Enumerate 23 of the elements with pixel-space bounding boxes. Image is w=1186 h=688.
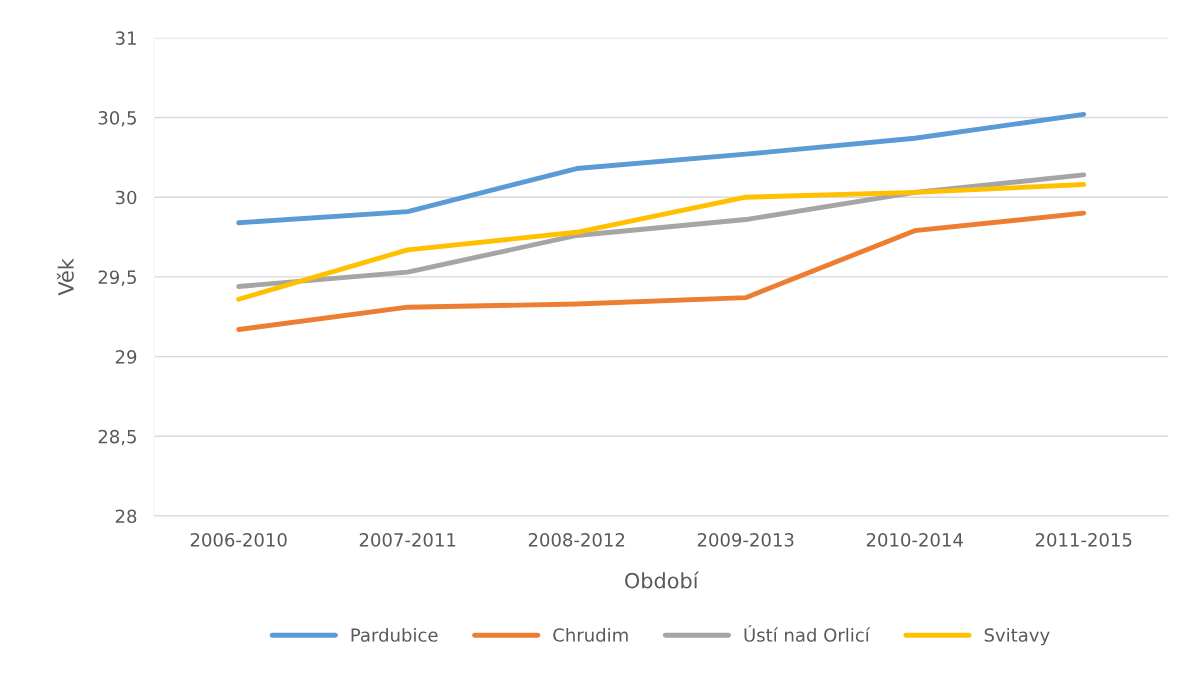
y-axis-title: Věk (56, 258, 74, 296)
line-series (236, 210, 1087, 332)
x-tick-label: 2006-2010 (190, 532, 287, 547)
y-tick-label: 29 (115, 350, 137, 364)
legend-label: Pardubice (351, 627, 438, 642)
y-tick-label: 28 (115, 509, 137, 524)
x-axis-title: Období (625, 571, 700, 589)
x-tick-label: 2010-2014 (866, 532, 963, 547)
y-tick-label: 31 (115, 31, 136, 45)
y-tick-label: 28,5 (98, 429, 136, 446)
legend-label: Svitavy (984, 627, 1050, 646)
y-tick-label: 30,5 (98, 110, 136, 127)
line-series (236, 182, 1087, 302)
x-tick-label: 2007-2011 (359, 532, 456, 547)
line-series (236, 111, 1087, 226)
legend-label: Ústí nad Orlicí (744, 624, 871, 642)
line-series (236, 172, 1087, 289)
x-tick-label: 2009-2013 (697, 532, 794, 547)
legend-label: Chrudim (553, 627, 628, 642)
y-tick-label: 30 (115, 190, 137, 205)
x-tick-label: 2011-2015 (1035, 532, 1132, 547)
y-tick-label: 29,5 (98, 270, 136, 286)
x-tick-label: 2008-2012 (528, 532, 625, 547)
